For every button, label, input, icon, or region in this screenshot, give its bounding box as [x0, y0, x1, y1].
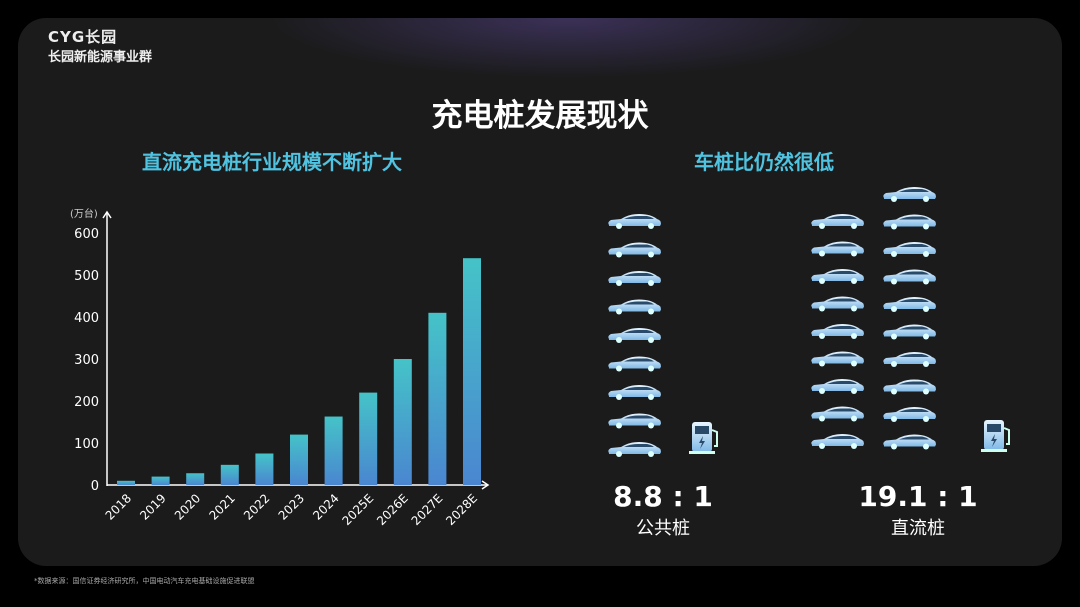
car-icon: [811, 324, 864, 339]
y-tick-label: 200: [74, 395, 99, 410]
x-tick-label: 2021: [206, 491, 237, 522]
y-axis-arrow: [102, 210, 112, 219]
footnote: *数据来源：国信证券经济研究所，中国电动汽车充电基础设施促进联盟: [34, 577, 255, 585]
y-tick-label: 500: [74, 269, 99, 284]
car-icon: [608, 442, 661, 457]
bar-2020: [186, 473, 205, 485]
car-icon: [608, 385, 661, 400]
ev-charger-icon: [981, 420, 1010, 452]
y-tick-label: 600: [74, 227, 99, 242]
ratio-dc-value: 19.1 : 1: [858, 480, 978, 513]
x-tick-label: 2022: [241, 491, 272, 522]
y-tick-label: 400: [74, 311, 99, 326]
bar-2018: [117, 480, 135, 485]
y-tick-label: 100: [74, 437, 99, 452]
car-icon: [883, 434, 936, 450]
ev-charger-icon: [689, 422, 718, 454]
ratio-dc-label: 直流桩: [891, 518, 945, 539]
bar-2022: [255, 453, 274, 485]
y-tick-label: 300: [74, 353, 99, 368]
car-icon: [883, 297, 936, 312]
car-icon: [883, 269, 936, 285]
x-tick-label: 2019: [137, 491, 168, 522]
page-title: 充电桩发展现状: [431, 98, 649, 134]
car-icon: [608, 271, 661, 286]
car-icon: [883, 242, 936, 257]
car-icon: [608, 413, 661, 429]
x-tick-label: 2026E: [374, 491, 411, 528]
car-icon: [883, 352, 936, 367]
logo-brand: CYG长园: [48, 28, 118, 46]
bar-2024: [324, 416, 343, 485]
car-icon: [811, 214, 864, 229]
car-icon: [811, 351, 864, 367]
bar-2028E: [463, 258, 481, 485]
car-icon: [883, 187, 936, 202]
logo-division: 长园新能源事业群: [48, 50, 153, 65]
car-icon: [811, 434, 864, 449]
car-icon: [608, 214, 661, 229]
bar-2021: [220, 464, 239, 485]
car-icon: [811, 269, 864, 284]
car-icon: [608, 328, 661, 343]
x-tick-label: 2027E: [409, 491, 446, 528]
ratio-subtitle: 车桩比仍然很低: [694, 150, 834, 174]
bar-2026E: [393, 359, 412, 485]
car-icon: [811, 296, 864, 312]
x-tick-label: 2023: [276, 491, 307, 522]
car-icon: [608, 356, 661, 372]
chart-subtitle: 直流充电桩行业规模不断扩大: [142, 150, 402, 174]
car-icon: [811, 379, 864, 394]
y-tick-label: 0: [91, 479, 99, 494]
car-icon: [883, 407, 936, 422]
ratio-public-label: 公共桩: [636, 518, 690, 539]
x-tick-label: 2020: [172, 491, 203, 522]
bar-2019: [151, 476, 170, 485]
ratio-public-value: 8.8 : 1: [613, 480, 713, 513]
car-icon: [883, 214, 936, 230]
y-axis-unit: (万台): [70, 207, 98, 220]
car-icon: [811, 241, 864, 257]
glow: [268, 18, 868, 78]
bar-2023: [290, 434, 308, 485]
car-icon: [608, 299, 661, 315]
car-icon: [608, 242, 661, 258]
bar-2027E: [428, 312, 447, 485]
car-icon: [883, 379, 936, 395]
x-tick-label: 2025E: [339, 491, 376, 528]
car-icon: [811, 406, 864, 422]
x-axis-arrow: [481, 480, 490, 490]
x-tick-label: 2024: [310, 491, 341, 522]
x-tick-label: 2018: [103, 491, 134, 522]
x-tick-label: 2028E: [443, 491, 480, 528]
car-icon: [883, 324, 936, 340]
bar-2025E: [359, 392, 378, 485]
